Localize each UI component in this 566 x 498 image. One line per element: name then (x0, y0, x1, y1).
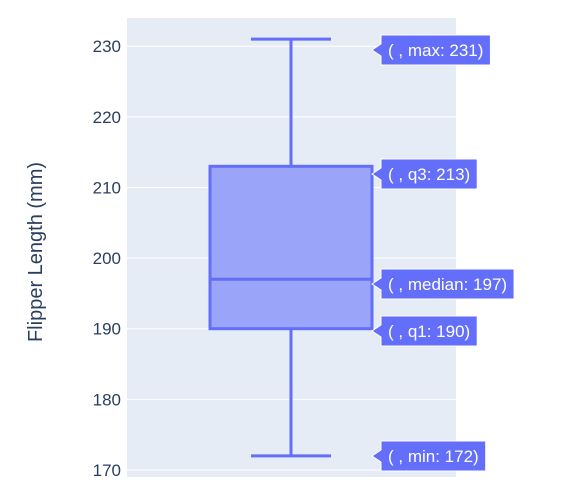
hover-label-text: ( , q1: 190) (388, 322, 470, 341)
y-axis-tick-labels: 170 180 190 200 210 220 230 (93, 37, 121, 480)
y-tick-label: 200 (93, 249, 121, 268)
y-tick-label: 210 (93, 178, 121, 197)
hover-label-background (371, 158, 478, 190)
hover-label-min: ( , min: 172) (371, 440, 487, 472)
hover-label-q3: ( , q3: 213) (371, 158, 478, 190)
hover-label-background (371, 315, 478, 347)
hover-label-background (371, 34, 491, 66)
y-tick-label: 180 (93, 390, 121, 409)
hover-label-text: ( , min: 172) (388, 447, 479, 466)
y-tick-label: 170 (93, 461, 121, 480)
hover-label-background (371, 440, 487, 472)
hover-label-text: ( , max: 231) (388, 41, 483, 60)
hover-label-text: ( , median: 197) (388, 275, 507, 294)
hover-labels: ( , max: 231) ( , q3: 213) ( , median: 197… (371, 34, 515, 472)
box-trace[interactable] (208, 37, 374, 458)
hover-label-q1: ( , q1: 190) (371, 315, 478, 347)
hover-label-background (371, 268, 515, 300)
y-axis-title: Flipper Length (mm) (25, 162, 47, 342)
hover-label-text: ( , q3: 213) (388, 165, 470, 184)
y-tick-label: 220 (93, 108, 121, 127)
hover-label-max: ( , max: 231) (371, 34, 491, 66)
hover-label-median: ( , median: 197) (371, 268, 515, 300)
interquartile-box[interactable] (208, 164, 374, 331)
y-tick-label: 230 (93, 37, 121, 56)
y-tick-label: 190 (93, 320, 121, 339)
